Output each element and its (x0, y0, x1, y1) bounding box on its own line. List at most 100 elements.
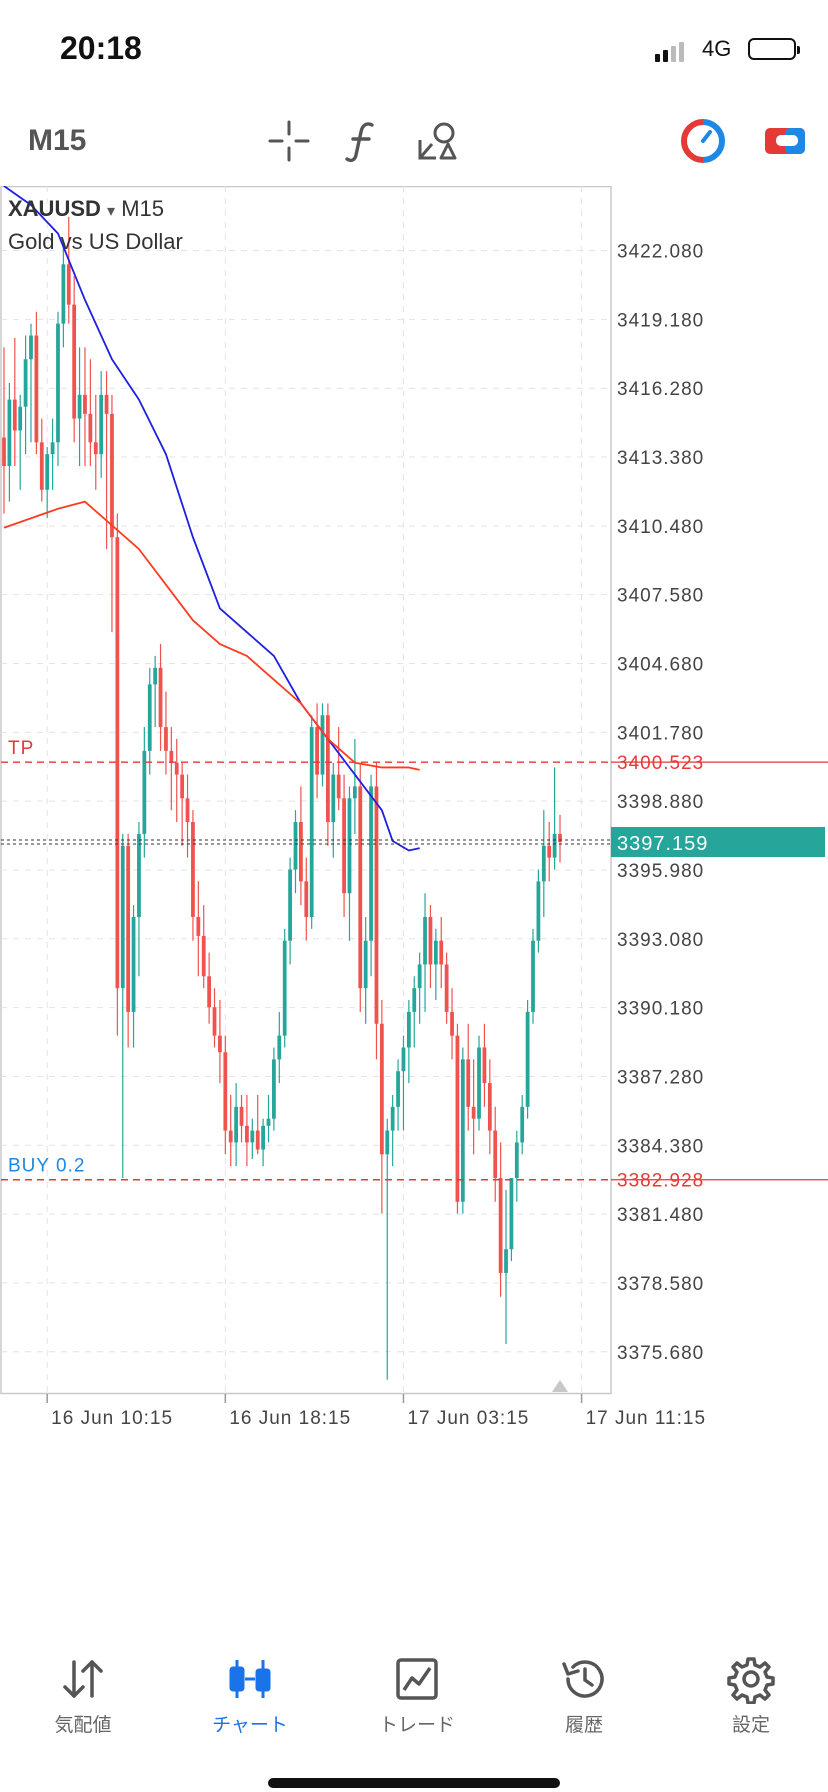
candle-body (541, 845, 546, 882)
candle-body (352, 786, 357, 799)
candle-body (169, 750, 174, 763)
y-tick-label: 3404.680 (617, 655, 704, 676)
nav-settings[interactable]: 設定 (686, 1654, 816, 1737)
nav-quotes[interactable]: 気配値 (18, 1654, 148, 1737)
candle-body (347, 798, 352, 894)
candle-body (77, 394, 82, 419)
price-chart[interactable]: 3422.080 3419.180 3416.280 3413.380 3410.480… (0, 185, 828, 1636)
candle-body (7, 399, 12, 467)
candle (299, 786, 303, 906)
candle (223, 1035, 228, 1155)
candle (261, 1118, 265, 1167)
candle (358, 762, 363, 1012)
candle (509, 1178, 514, 1262)
candle (536, 869, 541, 953)
candle (207, 952, 212, 1024)
candle-body (201, 935, 206, 977)
candle (212, 988, 217, 1048)
candle-body (234, 1106, 239, 1143)
candle (541, 810, 546, 917)
candle-body (255, 1130, 260, 1150)
candle-body (277, 1035, 282, 1060)
status-bar: 20:18 4G (0, 0, 828, 100)
candle-body (293, 822, 298, 870)
one-click-trading-icon[interactable] (680, 118, 726, 164)
candle-body (325, 715, 330, 823)
account-toggle-icon[interactable] (762, 118, 808, 164)
candle (379, 1000, 384, 1214)
candle (401, 1035, 406, 1131)
candle (201, 905, 206, 989)
candle (137, 822, 141, 977)
candle-body (272, 1059, 276, 1119)
candle (228, 1094, 233, 1167)
candle-body (137, 833, 141, 917)
candle (439, 916, 444, 989)
candle (196, 881, 201, 977)
candle-body (493, 1130, 498, 1179)
candle-body (12, 399, 17, 431)
function-icon[interactable] (340, 118, 386, 164)
candle (315, 703, 319, 799)
candle (77, 347, 82, 467)
candle-body (18, 406, 23, 431)
candle-body (547, 845, 552, 858)
y-tick-label: 3395.980 (617, 861, 704, 882)
candle (45, 447, 50, 519)
candle (504, 1189, 508, 1345)
candle-body (520, 1106, 525, 1143)
candle-body (207, 976, 212, 1008)
candle (293, 810, 298, 894)
candle (88, 359, 93, 467)
candle-body (498, 1178, 503, 1273)
nav-chart[interactable]: チャート (185, 1654, 315, 1737)
candle (250, 1118, 255, 1160)
y-tick-label: 3407.580 (617, 586, 704, 607)
candle-body (309, 727, 314, 917)
candle (514, 1130, 519, 1202)
trade-chart-icon (396, 1658, 438, 1700)
candle-body (450, 1011, 454, 1036)
candle (466, 1023, 471, 1131)
candle-body (131, 916, 136, 1012)
candle (158, 644, 163, 751)
candle (29, 323, 33, 443)
y-tick-label: 3384.380 (617, 1136, 704, 1157)
candle (93, 394, 98, 490)
candle (471, 1059, 476, 1155)
nav-label-history: 履歴 (564, 1715, 603, 1736)
level-label: TP (8, 738, 34, 759)
nav-label-quotes: 気配値 (54, 1715, 112, 1736)
chart-canvas[interactable]: 3422.080 3419.180 3416.280 3413.380 3410.480… (0, 185, 828, 1636)
current-price-tag (611, 826, 825, 857)
settings-gear-icon (727, 1657, 775, 1704)
y-tick-label: 3401.780 (617, 723, 704, 744)
nav-label-trade: トレード (378, 1715, 455, 1736)
candle-body (504, 1249, 508, 1273)
objects-icon[interactable] (414, 118, 460, 164)
candle-body (120, 845, 125, 989)
plot-frame (0, 185, 612, 1395)
symbol-name[interactable]: XAUUSD (8, 196, 101, 221)
candle-body (29, 335, 33, 360)
candle-body (245, 1125, 249, 1143)
candle (7, 382, 12, 502)
candle-body (72, 304, 77, 419)
timeframe-button[interactable]: M15 (28, 124, 87, 157)
candle-body (342, 798, 346, 894)
y-tick-label: 3387.280 (617, 1067, 704, 1088)
candle (320, 703, 325, 787)
candle (444, 952, 449, 1024)
signal-icon (655, 42, 687, 62)
candle (406, 1000, 411, 1084)
nav-history[interactable]: 履歴 (519, 1654, 649, 1737)
candle (552, 767, 557, 870)
symbol-dropdown-icon[interactable]: ▾ (107, 203, 116, 220)
nav-trade[interactable]: トレード (352, 1654, 482, 1737)
candle-body (552, 833, 557, 858)
crosshair-icon[interactable] (266, 118, 312, 164)
candle-body (164, 727, 168, 751)
candle (412, 976, 417, 1048)
candle (277, 1011, 282, 1084)
candle (450, 988, 454, 1060)
